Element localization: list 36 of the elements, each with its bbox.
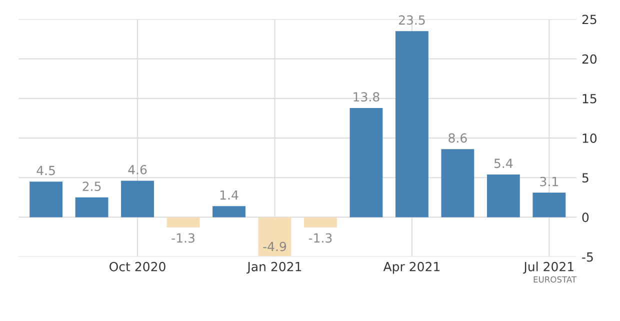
bar [75, 197, 108, 218]
bar [486, 174, 520, 218]
bar [350, 108, 383, 218]
y-tick-label: 15 [582, 94, 596, 104]
y-tick-label: 5 [582, 173, 588, 183]
bar [121, 180, 154, 218]
bar [212, 206, 246, 218]
y-tick-label: 10 [582, 134, 597, 143]
bar [532, 192, 566, 218]
bar [395, 31, 428, 218]
x-tick-label: Jan 2021 [246, 262, 302, 274]
data-label: 3.1 [540, 176, 558, 186]
x-tick-label: Jul 2021 [523, 262, 574, 274]
data-label: 8.6 [448, 133, 467, 143]
data-label: -1.3 [308, 233, 332, 243]
bar [30, 182, 63, 218]
data-label: 23.5 [398, 15, 425, 25]
y-tick-label: -5 [582, 252, 593, 262]
data-label: 1.4 [220, 190, 238, 200]
bar [258, 217, 292, 256]
x-tick-label: Oct 2020 [110, 262, 166, 272]
y-tick-label: 25 [582, 14, 596, 24]
data-label: 4.5 [36, 166, 55, 176]
x-tick-label: Apr 2021 [383, 262, 440, 274]
data-label: 2.5 [82, 182, 101, 192]
data-label: 5.4 [494, 158, 513, 168]
y-tick-label: 20 [582, 54, 597, 64]
data-label: -1.3 [172, 233, 194, 243]
y-tick-label: 0 [582, 212, 589, 222]
bar [441, 149, 474, 218]
data-label: 13.8 [354, 92, 380, 102]
data-label: -4.9 [263, 242, 286, 252]
text: EUROSTAT [534, 276, 577, 283]
data-label: 4.6 [128, 164, 147, 174]
bar [166, 217, 200, 228]
bar [304, 217, 337, 228]
